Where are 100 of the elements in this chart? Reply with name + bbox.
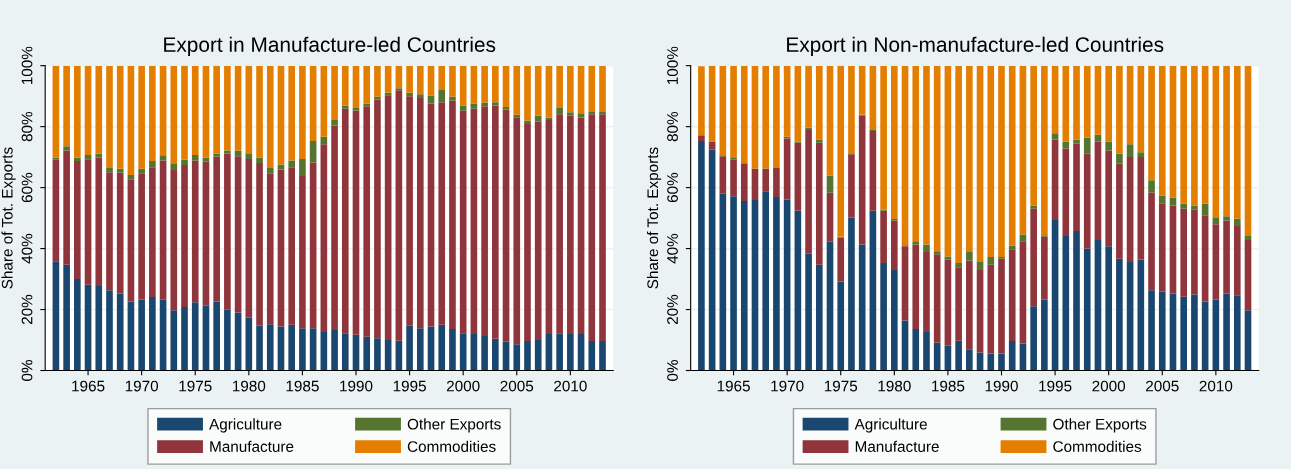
bar: [869, 210, 877, 371]
bar: [976, 65, 984, 262]
bar: [459, 110, 467, 334]
bar: [794, 210, 802, 371]
bar: [567, 65, 574, 113]
bar: [740, 65, 748, 163]
bar: [245, 153, 253, 159]
bar: [416, 65, 424, 95]
bar: [492, 102, 499, 106]
bar: [1148, 180, 1155, 193]
bar: [751, 169, 759, 201]
bar: [406, 92, 413, 97]
bar: [1062, 141, 1070, 149]
bar: [449, 65, 456, 97]
bar: [1116, 163, 1123, 259]
bar: [730, 196, 737, 371]
bar: [288, 65, 296, 161]
bar: [159, 160, 167, 300]
bar: [1105, 141, 1112, 151]
bar: [1051, 219, 1059, 371]
bar: [213, 156, 220, 302]
bar: [1094, 141, 1102, 241]
bar: [719, 193, 727, 371]
bar: [181, 307, 188, 371]
bar: [826, 192, 834, 242]
bar: [213, 301, 220, 371]
bar: [545, 65, 553, 118]
bar: [1083, 65, 1091, 138]
bar: [998, 353, 1005, 371]
bar: [1169, 197, 1177, 206]
bar: [762, 65, 770, 169]
bar: [170, 169, 178, 311]
bar: [95, 286, 103, 371]
bar: [266, 324, 274, 371]
bar: [923, 332, 930, 371]
bar: [1180, 208, 1188, 297]
bar: [1233, 295, 1241, 371]
bar: [1244, 236, 1252, 241]
bar: [1073, 143, 1080, 231]
bar: [912, 241, 920, 245]
bar: [1094, 240, 1102, 371]
bar: [63, 65, 70, 147]
bar: [245, 317, 253, 371]
bar: [470, 108, 478, 334]
bar: [556, 333, 563, 371]
bar: [513, 65, 521, 115]
bar: [826, 65, 834, 176]
bar: [74, 279, 81, 371]
bar: [998, 258, 1005, 354]
bar: [1212, 65, 1220, 219]
bar: [567, 333, 574, 371]
x-tick-label: 1995: [393, 380, 426, 392]
bar: [191, 65, 199, 155]
bar: [534, 340, 542, 371]
bar: [773, 168, 780, 198]
bar: [1158, 291, 1166, 371]
bar: [762, 191, 770, 371]
bar: [256, 162, 263, 326]
bar: [406, 96, 413, 326]
legend-label: Commodities: [407, 440, 496, 452]
y-tick-label: 0%: [667, 360, 678, 381]
bar: [331, 125, 338, 330]
bar: [256, 325, 263, 371]
bar: [374, 65, 381, 97]
bar: [912, 244, 920, 330]
bar: [1223, 220, 1230, 294]
bar: [470, 103, 478, 109]
bar: [1126, 261, 1134, 371]
x-tick-label: 2010: [1199, 380, 1233, 392]
bar: [309, 162, 317, 329]
bar: [698, 140, 705, 371]
bar: [976, 269, 984, 353]
bar: [1126, 144, 1134, 158]
bar: [933, 342, 941, 371]
bar: [95, 157, 103, 287]
bar: [341, 65, 349, 106]
bar: [987, 257, 995, 265]
bar: [438, 90, 446, 103]
bar: [438, 102, 446, 325]
bar: [933, 254, 941, 343]
bar: [933, 65, 941, 252]
bar: [987, 353, 995, 371]
bar: [299, 158, 306, 177]
bar: [966, 349, 973, 371]
bar: [138, 299, 145, 371]
bar: [1158, 195, 1166, 204]
bar: [106, 65, 113, 169]
bar: [52, 65, 60, 158]
bar: [309, 65, 317, 141]
chart-title: Export in Manufacture-led Countries: [164, 36, 496, 57]
bar: [987, 65, 995, 258]
bar: [84, 65, 92, 155]
bar: [331, 329, 338, 371]
bar: [858, 65, 866, 115]
bar: [63, 150, 70, 265]
bar: [1116, 153, 1123, 164]
bar: [1105, 150, 1112, 247]
bar: [266, 168, 274, 174]
bar: [374, 99, 381, 339]
bar: [256, 65, 263, 158]
